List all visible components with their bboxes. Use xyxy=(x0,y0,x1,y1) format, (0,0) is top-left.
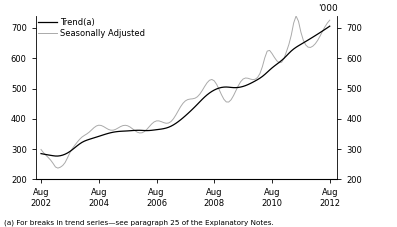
Legend: Trend(a), Seasonally Adjusted: Trend(a), Seasonally Adjusted xyxy=(37,17,146,38)
Text: (a) For breaks in trend series—see paragraph 25 of the Explanatory Notes.: (a) For breaks in trend series—see parag… xyxy=(4,219,274,226)
Text: '000: '000 xyxy=(318,4,337,13)
